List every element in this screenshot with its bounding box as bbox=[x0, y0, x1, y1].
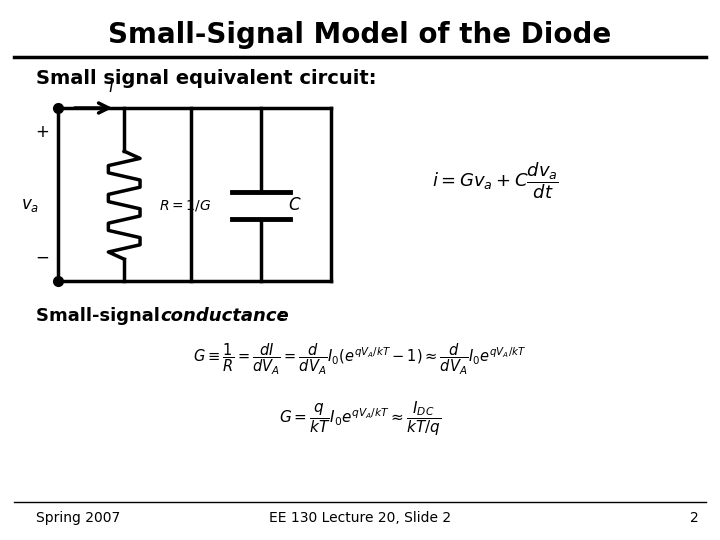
Text: $C$: $C$ bbox=[288, 196, 302, 214]
Text: EE 130 Lecture 20, Slide 2: EE 130 Lecture 20, Slide 2 bbox=[269, 511, 451, 525]
Text: $i$: $i$ bbox=[108, 78, 115, 96]
Text: $v_a$: $v_a$ bbox=[21, 196, 40, 214]
Text: $G = \dfrac{q}{kT}I_0 e^{qV_A/kT} \approx \dfrac{I_{DC}}{kT/q}$: $G = \dfrac{q}{kT}I_0 e^{qV_A/kT} \appro… bbox=[279, 399, 441, 438]
Text: Spring 2007: Spring 2007 bbox=[36, 511, 120, 525]
Text: :: : bbox=[272, 307, 286, 325]
Text: 2: 2 bbox=[690, 511, 698, 525]
Text: Small signal equivalent circuit:: Small signal equivalent circuit: bbox=[36, 69, 377, 88]
Text: Small-signal: Small-signal bbox=[36, 307, 166, 325]
Text: $-$: $-$ bbox=[35, 247, 49, 266]
Text: $i = Gv_a + C\dfrac{dv_a}{dt}$: $i = Gv_a + C\dfrac{dv_a}{dt}$ bbox=[432, 160, 559, 201]
Text: Small-Signal Model of the Diode: Small-Signal Model of the Diode bbox=[109, 21, 611, 49]
Text: $G \equiv \dfrac{1}{R} = \dfrac{dI}{dV_A} = \dfrac{d}{dV_A}I_0(e^{qV_A/kT}-1) \a: $G \equiv \dfrac{1}{R} = \dfrac{dI}{dV_A… bbox=[194, 341, 526, 377]
Text: $R=1/G$: $R=1/G$ bbox=[159, 198, 211, 213]
Text: conductance: conductance bbox=[160, 307, 289, 325]
Text: $+$: $+$ bbox=[35, 123, 49, 141]
